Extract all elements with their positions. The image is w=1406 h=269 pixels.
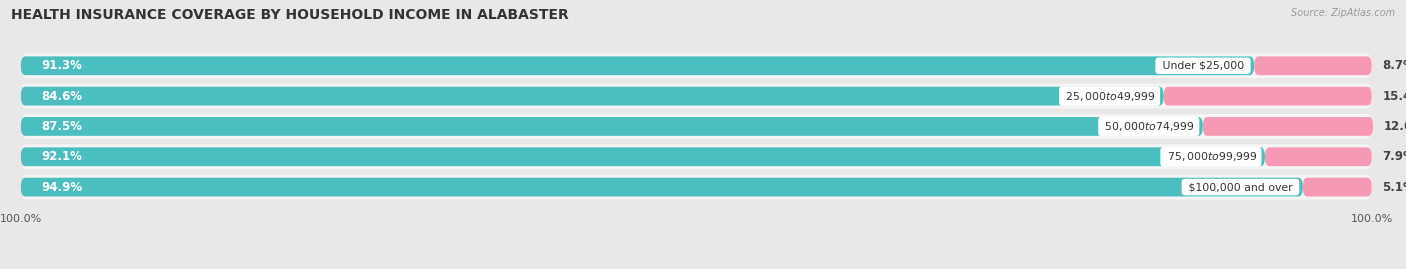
FancyBboxPatch shape bbox=[21, 114, 1372, 139]
Text: $25,000 to $49,999: $25,000 to $49,999 bbox=[1063, 90, 1157, 102]
FancyBboxPatch shape bbox=[1202, 117, 1374, 136]
Text: 12.6%: 12.6% bbox=[1384, 120, 1406, 133]
FancyBboxPatch shape bbox=[21, 178, 1303, 196]
FancyBboxPatch shape bbox=[21, 117, 1202, 136]
Text: 15.4%: 15.4% bbox=[1382, 90, 1406, 102]
Text: 87.5%: 87.5% bbox=[41, 120, 82, 133]
FancyBboxPatch shape bbox=[1254, 56, 1372, 75]
FancyBboxPatch shape bbox=[21, 53, 1372, 78]
FancyBboxPatch shape bbox=[21, 84, 1372, 108]
FancyBboxPatch shape bbox=[1265, 147, 1372, 166]
Text: 8.7%: 8.7% bbox=[1382, 59, 1406, 72]
Text: $75,000 to $99,999: $75,000 to $99,999 bbox=[1164, 150, 1258, 163]
Text: 94.9%: 94.9% bbox=[41, 180, 82, 194]
Text: 84.6%: 84.6% bbox=[41, 90, 82, 102]
FancyBboxPatch shape bbox=[1164, 87, 1372, 105]
FancyBboxPatch shape bbox=[1303, 178, 1372, 196]
Legend: With Coverage, Without Coverage: With Coverage, Without Coverage bbox=[578, 268, 828, 269]
Text: 7.9%: 7.9% bbox=[1382, 150, 1406, 163]
FancyBboxPatch shape bbox=[21, 147, 1265, 166]
Text: $50,000 to $74,999: $50,000 to $74,999 bbox=[1101, 120, 1197, 133]
FancyBboxPatch shape bbox=[21, 144, 1372, 169]
Text: Under $25,000: Under $25,000 bbox=[1159, 61, 1247, 71]
FancyBboxPatch shape bbox=[21, 56, 1254, 75]
FancyBboxPatch shape bbox=[21, 87, 1164, 105]
Text: $100,000 and over: $100,000 and over bbox=[1185, 182, 1296, 192]
Text: 92.1%: 92.1% bbox=[41, 150, 82, 163]
Text: 5.1%: 5.1% bbox=[1382, 180, 1406, 194]
Text: HEALTH INSURANCE COVERAGE BY HOUSEHOLD INCOME IN ALABASTER: HEALTH INSURANCE COVERAGE BY HOUSEHOLD I… bbox=[11, 8, 569, 22]
Text: Source: ZipAtlas.com: Source: ZipAtlas.com bbox=[1291, 8, 1395, 18]
FancyBboxPatch shape bbox=[21, 175, 1372, 200]
Text: 91.3%: 91.3% bbox=[41, 59, 82, 72]
